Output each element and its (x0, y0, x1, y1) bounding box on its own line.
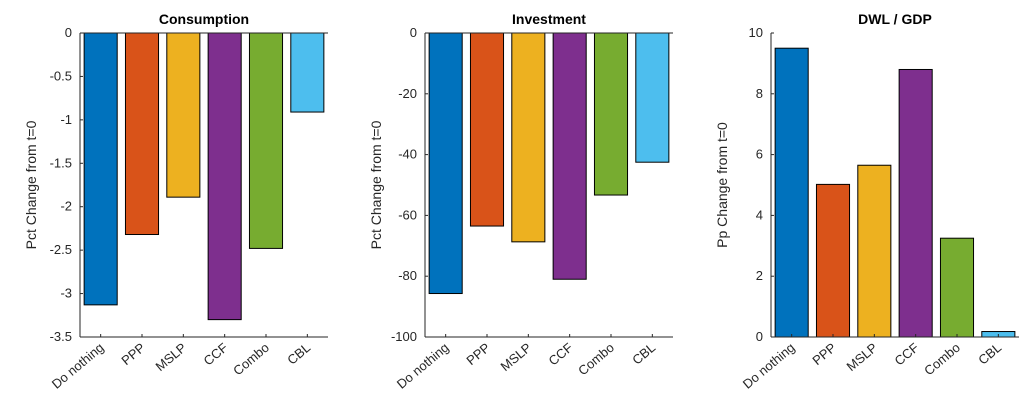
bar (83, 32, 118, 306)
x-tick-label: MSLP (843, 340, 880, 374)
x-tick-label: MSLP (497, 340, 534, 374)
x-tick-label: MSLP (152, 340, 189, 374)
bar (815, 183, 851, 338)
bar (898, 68, 933, 338)
y-tick-label: -100 (391, 329, 417, 344)
bar (593, 32, 629, 196)
x-tick-label: CBL (975, 340, 1004, 368)
y-tick-label: 0 (410, 25, 417, 40)
bar (428, 32, 463, 295)
chart-title: Investment (512, 11, 586, 27)
chart-title: DWL / GDP (858, 11, 932, 27)
x-tick-label: Combo (575, 340, 617, 378)
y-tick-label: -0.5 (50, 68, 72, 83)
y-tick-label: 0 (756, 329, 763, 344)
y-tick-label: -1.5 (50, 155, 72, 170)
bar (857, 164, 892, 338)
bar (207, 32, 242, 321)
y-tick-label: -3 (60, 286, 72, 301)
bar (124, 32, 160, 236)
y-tick-label: -3.5 (50, 329, 72, 344)
x-tick-label: CCF (891, 340, 921, 369)
y-tick-label: -40 (398, 147, 417, 162)
bar (774, 47, 809, 338)
y-tick-label: -1 (60, 112, 72, 127)
bar (939, 237, 975, 338)
bar (290, 32, 325, 113)
x-tick-label: Do nothing (394, 340, 452, 392)
y-tick-label: 4 (756, 207, 763, 222)
y-tick-label: 0 (65, 25, 72, 40)
y-tick-label: 8 (756, 86, 763, 101)
x-tick-label: PPP (809, 340, 839, 368)
y-tick-label: -80 (398, 268, 417, 283)
x-tick-label: PPP (463, 340, 493, 368)
y-tick-label: 10 (749, 25, 763, 40)
y-axis-label: Pct Change from t=0 (368, 120, 384, 249)
x-tick-label: Combo (230, 340, 272, 378)
bar (469, 32, 505, 227)
y-tick-label: 2 (756, 268, 763, 283)
bar (635, 32, 670, 163)
bar (511, 32, 546, 243)
x-tick-label: CCF (545, 340, 575, 369)
x-tick-label: Combo (921, 340, 963, 378)
bar (166, 32, 201, 198)
y-tick-label: -2 (60, 199, 72, 214)
y-axis-label: Pp Change from t=0 (714, 122, 730, 248)
x-tick-label: PPP (118, 340, 148, 368)
y-tick-label: -60 (398, 207, 417, 222)
x-tick-label: CCF (200, 340, 230, 369)
y-axis-label: Pct Change from t=0 (23, 120, 39, 249)
bar (552, 32, 587, 280)
chart-title: Consumption (159, 11, 249, 27)
bar (248, 32, 284, 249)
y-tick-label: 6 (756, 147, 763, 162)
x-tick-label: CBL (284, 340, 313, 368)
x-tick-label: Do nothing (49, 340, 107, 392)
x-tick-label: Do nothing (740, 340, 798, 392)
y-tick-label: -20 (398, 86, 417, 101)
x-tick-label: CBL (629, 340, 658, 368)
y-tick-label: -2.5 (50, 242, 72, 257)
